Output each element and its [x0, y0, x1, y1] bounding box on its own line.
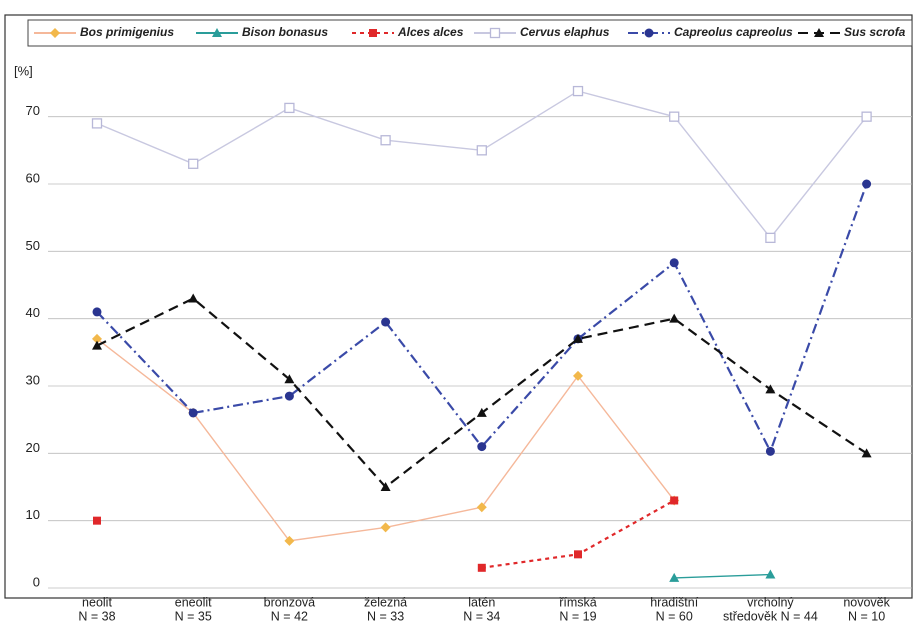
y-axis-label: [%] [14, 63, 33, 78]
x-tick-label: N = 19 [559, 609, 596, 623]
data-point [573, 333, 583, 343]
legend-marker [50, 28, 60, 38]
data-point [188, 408, 198, 418]
x-tick-label: vrcholný [747, 595, 794, 609]
y-tick-label: 10 [26, 507, 40, 522]
x-tick-label: N = 34 [463, 609, 500, 623]
series-line [674, 573, 771, 579]
data-point [765, 232, 776, 244]
legend-label: Bison bonasus [242, 25, 328, 39]
x-tick-label: N = 35 [175, 609, 212, 623]
y-tick-label: 50 [26, 238, 40, 253]
data-point [765, 446, 775, 456]
data-point [380, 482, 391, 491]
data-point [572, 85, 584, 97]
legend-marker [489, 27, 501, 39]
data-point [188, 158, 199, 169]
x-tick-label: eneolit [175, 595, 212, 609]
data-point [477, 563, 486, 572]
x-tick-label: železná [364, 595, 407, 609]
data-point [284, 391, 294, 401]
data-point [93, 516, 101, 525]
data-point [284, 374, 295, 384]
x-tick-label: latén [468, 595, 495, 609]
data-point [861, 111, 872, 122]
data-point [669, 258, 679, 268]
y-tick-label: 30 [26, 372, 40, 387]
frame [4, 14, 913, 599]
data-point [476, 145, 487, 156]
legend-box [27, 19, 913, 47]
x-tick-label: novověk [843, 595, 890, 609]
x-tick-label: římská [559, 595, 597, 609]
data-point [476, 502, 487, 513]
x-tick-label: N = 38 [78, 609, 115, 623]
x-tick-label: bronzová [264, 595, 315, 609]
y-tick-label: 40 [26, 305, 40, 320]
y-tick-label: 0 [33, 574, 40, 589]
data-point [861, 448, 872, 458]
data-point [669, 111, 680, 122]
x-tick-label: neolit [82, 595, 112, 609]
data-point [476, 407, 487, 417]
data-point [669, 572, 680, 582]
data-point [188, 293, 199, 303]
x-tick-label: N = 60 [656, 609, 693, 623]
data-point [92, 340, 102, 350]
data-point [477, 442, 487, 452]
x-tick-label: středověk N = 44 [723, 609, 818, 623]
legend-marker [212, 28, 222, 37]
y-tick-label: 60 [26, 170, 40, 185]
data-point [284, 535, 295, 546]
data-point [381, 317, 391, 327]
legend-label: Bos primigenius [80, 25, 174, 39]
legend-marker [644, 28, 654, 38]
data-point [862, 179, 872, 189]
data-point [92, 307, 102, 317]
data-point [92, 333, 102, 344]
data-point [765, 569, 776, 579]
x-tick-label: N = 33 [367, 609, 404, 623]
legend-label: Capreolus capreolus [674, 25, 793, 39]
legend-label: Alces alces [397, 25, 464, 39]
data-point [670, 496, 679, 505]
data-point [91, 118, 103, 129]
data-point [573, 370, 583, 381]
legend-label: Sus scrofa [844, 25, 906, 39]
data-point [574, 550, 582, 559]
data-point [284, 102, 295, 114]
x-tick-label: N = 10 [848, 609, 885, 623]
data-point [380, 135, 391, 146]
y-tick-label: 20 [26, 440, 40, 455]
x-tick-label: N = 42 [271, 609, 308, 623]
legend-marker [814, 28, 824, 37]
x-tick-label: hradištní [650, 595, 698, 609]
legend-label: Cervus elaphus [520, 25, 610, 39]
legend-marker [369, 29, 377, 37]
data-point [380, 522, 391, 533]
y-tick-label: 70 [26, 103, 40, 118]
data-point [765, 384, 776, 394]
data-point [669, 313, 680, 323]
